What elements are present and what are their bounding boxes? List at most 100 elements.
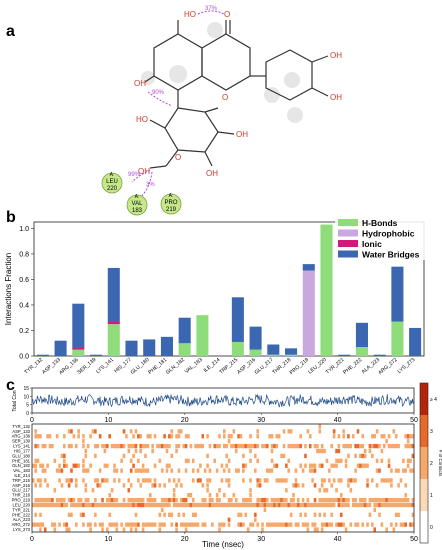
heatmap-cell <box>239 502 243 508</box>
heatmap-cell <box>328 522 331 527</box>
heatmap-cell <box>230 502 233 508</box>
heatmap-cell <box>363 453 367 459</box>
heatmap-cell <box>354 443 357 449</box>
heatmap-cell <box>242 522 245 527</box>
heatmap-cell <box>163 483 166 488</box>
bar-segment-h-bonds <box>249 349 262 356</box>
heatmap-cell <box>227 434 231 439</box>
heatmap-cell <box>194 502 197 508</box>
heatmap-cell <box>366 483 369 488</box>
heatmap-cell <box>98 468 102 473</box>
heatmap-cell <box>354 453 357 459</box>
heatmap-cell <box>34 434 37 439</box>
heatmap-cell <box>385 527 388 532</box>
heatmap-cell <box>361 497 365 503</box>
heatmap-cell <box>184 522 188 527</box>
heatmap-cell <box>335 522 338 527</box>
heatmap-cell <box>129 443 133 449</box>
heatmap-cell <box>390 522 393 527</box>
heatmap-cell <box>63 463 66 468</box>
heatmap-cell <box>339 522 343 527</box>
bar-y-tick-label: 0.8 <box>19 251 29 258</box>
atom-oh-sugar1: OH <box>236 130 248 139</box>
heatmap-cell <box>151 443 154 449</box>
heatmap-cell <box>297 497 300 503</box>
heatmap-cell <box>225 453 228 459</box>
heatmap-cell <box>251 522 255 527</box>
heatmap-cell <box>103 478 107 483</box>
heatmap-cell <box>301 483 305 488</box>
heatmap-cell <box>277 502 281 508</box>
heatmap-cell <box>342 429 345 434</box>
legend-swatch <box>338 250 358 258</box>
heatmap-cell <box>187 458 190 463</box>
heatmap-cell <box>106 463 109 468</box>
heatmap-cell <box>36 502 40 508</box>
heatmap-row-label: GLU_217 <box>12 488 31 493</box>
heatmap-cell <box>189 493 193 498</box>
heatmap-cell <box>251 502 255 508</box>
heatmap-colorbar: 0 1 2 3 ≥ 4 # of Contacts <box>419 382 442 544</box>
colorbar-tick-label: 2 <box>430 461 433 467</box>
heatmap-cell <box>273 502 276 508</box>
heatmap-cell <box>378 497 381 503</box>
heatmap-cell <box>313 497 317 503</box>
heatmap-cell <box>375 483 379 488</box>
heatmap-cell <box>139 497 143 503</box>
heatmap-cell <box>306 502 310 508</box>
heatmap-row-label: PRO_219 <box>12 498 31 503</box>
heatmap-cell <box>387 478 391 483</box>
heatmap-cell <box>103 502 107 508</box>
heatmap-cell <box>261 527 264 532</box>
heatmap-cell <box>84 483 88 488</box>
heatmap-cell <box>392 429 396 434</box>
heatmap-cell <box>43 478 47 483</box>
heatmap-cell <box>339 478 343 483</box>
heatmap-cell <box>399 502 403 508</box>
heatmap-cell <box>265 443 269 449</box>
colorbar-tick-label: 0 <box>430 525 433 531</box>
heatmap-cell <box>409 522 412 527</box>
heatmap-row-label: TRP_215 <box>12 478 30 483</box>
heatmap-cell <box>79 497 83 503</box>
heatmap-cell <box>289 443 293 449</box>
heatmap-cell <box>366 502 369 508</box>
heatmap-cell <box>261 497 264 503</box>
residue-num: 219 <box>166 207 177 213</box>
bar-segment-water-bridges <box>178 317 191 344</box>
heatmap-cell <box>359 443 362 449</box>
heatmap-cell <box>72 497 76 503</box>
heatmap-cell <box>151 448 154 454</box>
heatmap-cell <box>148 502 152 508</box>
heatmap-cell <box>113 468 116 473</box>
heatmap-cell <box>318 502 322 508</box>
heatmap-cell <box>196 468 200 473</box>
heatmap-cell <box>289 497 293 503</box>
heatmap-cell <box>127 488 131 493</box>
heatmap-cell <box>254 443 257 449</box>
heatmap-cell <box>74 478 78 483</box>
heatmap-cell <box>282 522 286 527</box>
heatmap-cell <box>299 434 302 439</box>
heatmap-cell <box>206 463 209 468</box>
heatmap-cell <box>208 493 212 498</box>
heatmap-cell <box>110 488 114 493</box>
heatmap-cell <box>94 502 97 508</box>
heatmap-cell <box>404 522 408 527</box>
heatmap-cell <box>263 478 267 483</box>
heatmap-cell <box>306 429 310 434</box>
heatmap-cell <box>139 468 143 473</box>
heatmap-cell <box>366 463 369 468</box>
heatmap-cell <box>89 434 92 439</box>
heatmap-cell <box>311 468 314 473</box>
bar-segment-water-bridges <box>107 267 120 322</box>
line-y-axis-label: Total Con <box>12 390 18 411</box>
heatmap-cell <box>172 497 176 503</box>
atom-oh-left: OH <box>134 79 146 88</box>
heatmap-cell <box>354 478 357 483</box>
heatmap-cell <box>34 458 37 463</box>
bar-x-tick-label: GLU_180 <box>130 357 151 376</box>
heatmap-cell <box>320 522 324 527</box>
heatmap-cell <box>373 497 376 503</box>
heatmap-cell <box>199 443 202 449</box>
